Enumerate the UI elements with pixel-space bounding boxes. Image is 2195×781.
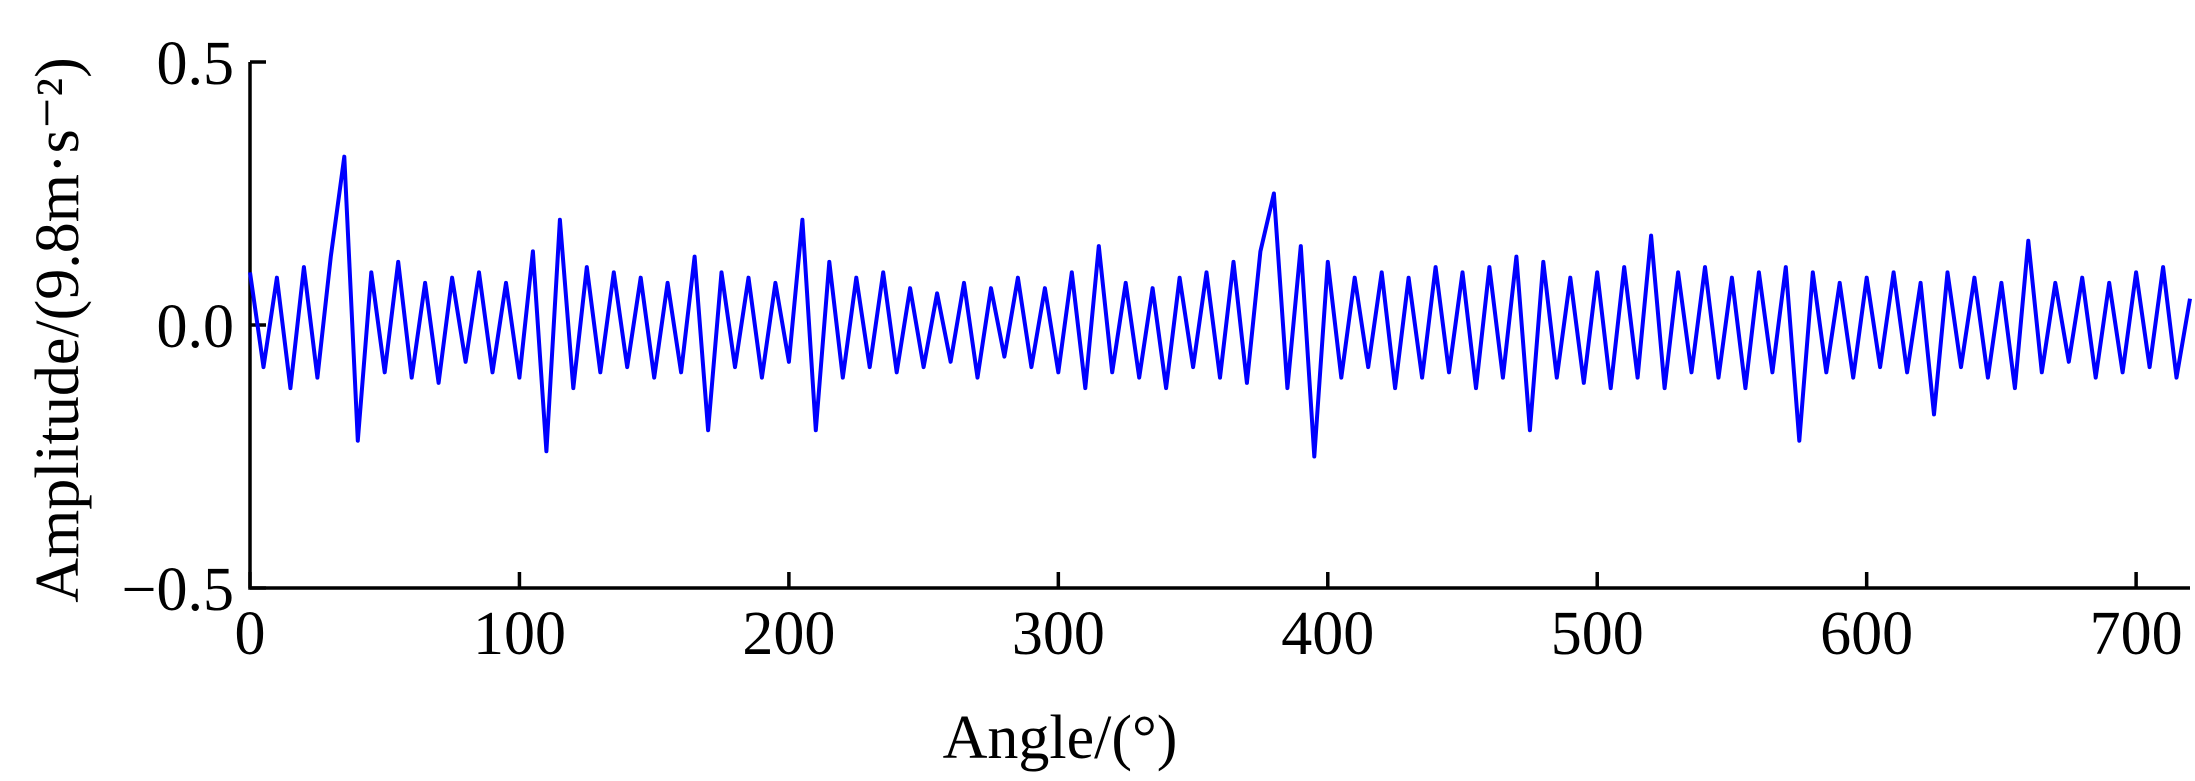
signal-line [248,154,2192,459]
x-axis-label: Angle/(°) [943,704,1178,772]
x-tick-label: 100 [473,600,566,668]
x-tick-label: 0 [235,600,266,668]
x-tick-label: 600 [1820,600,1913,668]
y-tick-label: 0.0 [157,293,235,361]
y-axis-label: Amplitude/(9.8m·s⁻²) [24,57,92,603]
x-tick-label: 200 [742,600,835,668]
y-tick-label: −0.5 [122,556,234,624]
x-tick-label: 300 [1012,600,1105,668]
y-tick-label: 0.5 [157,30,235,98]
x-tick-label: 500 [1551,600,1644,668]
x-tick-label: 700 [2090,600,2183,668]
x-tick-label: 400 [1281,600,1374,668]
